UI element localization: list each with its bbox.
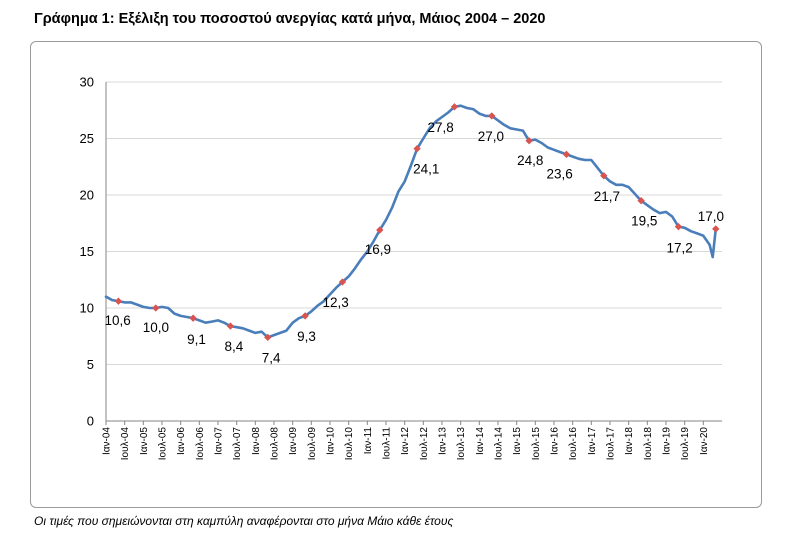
data-label: 9,1	[187, 332, 206, 347]
may-marker	[562, 150, 571, 158]
x-tick-label: Ιαν-04	[102, 427, 113, 455]
x-tick-label: Ιουλ-06	[195, 427, 206, 461]
may-marker	[488, 112, 496, 120]
data-label: 12,3	[322, 295, 348, 310]
x-tick-label: Ιουλ-04	[120, 427, 131, 461]
x-tick-label: Ιαν-09	[288, 427, 299, 455]
may-marker	[712, 225, 720, 233]
x-tick-label: Ιαν-18	[624, 427, 635, 455]
x-tick-label: Ιουλ-08	[270, 427, 281, 461]
y-tick-label: 10	[80, 301, 94, 316]
y-tick-label: 5	[87, 357, 94, 372]
series-line	[104, 104, 718, 339]
chart-title: Γράφημα 1: Εξέλιξη του ποσοστού ανεργίας…	[34, 11, 546, 27]
may-marker	[674, 222, 683, 231]
y-tick-label: 25	[80, 131, 94, 146]
may-marker	[226, 322, 235, 330]
x-tick-labels: Ιαν-04 Ιουλ-04 Ιαν-05 Ιουλ-05 Ιαν-06 Ιουλ-06 Ι…	[102, 427, 710, 461]
y-tick-labels: 0 5 10 15 20 25 30	[80, 75, 94, 429]
x-tick-label: Ιουλ-05	[158, 427, 169, 461]
x-tick-label: Ιουλ-14	[494, 427, 505, 461]
x-tick-label: Ιαν-11	[363, 427, 374, 455]
data-label: 27,0	[478, 129, 504, 144]
data-label: 23,6	[546, 166, 572, 181]
x-tick-label: Ιαν-15	[512, 427, 523, 455]
x-tick-label: Ιουλ-17	[606, 427, 617, 461]
data-label: 24,8	[517, 153, 543, 168]
data-label: 16,9	[365, 242, 391, 257]
data-label: 17,0	[698, 209, 724, 224]
x-tick-label: Ιουλ-15	[531, 427, 542, 461]
data-label: 21,7	[594, 189, 620, 204]
y-tick-label: 20	[80, 188, 94, 203]
data-label: 19,5	[631, 214, 657, 229]
x-tick-label: Ιαν-20	[699, 427, 710, 455]
x-tick-label: Ιουλ-18	[643, 427, 654, 461]
x-tick-label: Ιαν-10	[326, 427, 337, 455]
x-tick-label: Ιουλ-12	[419, 427, 430, 461]
x-tick-label: Ιουλ-11	[382, 427, 393, 460]
may-marker	[114, 297, 123, 305]
data-label: 9,3	[297, 329, 316, 344]
may-marker	[152, 304, 160, 312]
y-tick-label: 0	[87, 414, 94, 429]
x-tick-label: Ιαν-14	[475, 427, 486, 455]
may-marker	[301, 312, 309, 320]
may-marker	[338, 278, 347, 286]
x-tick-label: Ιαν-13	[438, 427, 449, 455]
x-tick-label: Ιαν-08	[251, 427, 262, 455]
footnote: Οι τιμές που σημειώνονται στη καμπύλη αν…	[34, 514, 454, 528]
x-tick-label: Ιουλ-10	[344, 427, 355, 461]
may-marker	[189, 314, 197, 322]
x-tick-label: Ιαν-17	[587, 427, 598, 455]
data-label: 24,1	[413, 162, 439, 177]
may-marker	[264, 333, 272, 342]
x-tick-label: Ιαν-12	[400, 427, 411, 455]
gridlines	[106, 81, 722, 365]
data-labels: 10,6 10,0 9,1 8,4 7,4 9,3 12,3 16,9 24,1 27,8 27,0…	[104, 120, 724, 366]
x-tick-label: Ιουλ-19	[680, 427, 691, 461]
x-tick-label: Ιουλ-09	[307, 427, 318, 461]
data-label: 7,4	[262, 350, 281, 365]
data-label: 10,0	[143, 320, 169, 335]
x-tick-label: Ιαν-06	[176, 427, 187, 455]
x-tick-label: Ιαν-19	[662, 427, 673, 455]
data-label: 17,2	[666, 241, 692, 256]
x-tick-label: Ιουλ-16	[568, 427, 579, 461]
may-marker	[376, 226, 384, 234]
data-label: 8,4	[224, 339, 243, 354]
y-tick-label: 15	[80, 244, 94, 259]
data-label: 27,8	[427, 120, 453, 135]
x-tick-label: Ιαν-05	[139, 427, 150, 455]
data-label: 10,6	[104, 313, 130, 328]
x-tick-label: Ιαν-16	[550, 427, 561, 455]
x-tick-label: Ιουλ-13	[456, 427, 467, 461]
x-tick-label: Ιουλ-07	[232, 427, 243, 461]
may-marker	[450, 103, 459, 111]
unemployment-series	[104, 104, 718, 339]
y-tick-label: 30	[80, 75, 94, 90]
axes	[105, 82, 722, 425]
x-tick-label: Ιαν-07	[214, 427, 225, 455]
chart-frame	[30, 41, 762, 508]
